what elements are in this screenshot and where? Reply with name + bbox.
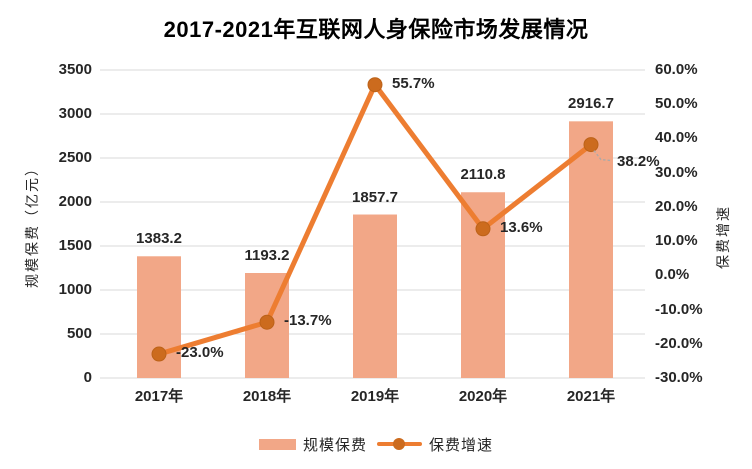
bar-value-label: 1857.7 bbox=[352, 188, 398, 206]
left-axis-tick: 3000 bbox=[58, 105, 92, 122]
right-axis-tick: -10.0% bbox=[655, 300, 703, 318]
line-marker-2020年 bbox=[475, 221, 491, 237]
line-value-label: -13.7% bbox=[284, 312, 332, 330]
legend: 规模保费 保费增速 bbox=[0, 431, 752, 457]
left-axis-tick: 1500 bbox=[58, 237, 92, 254]
bar-2020年 bbox=[461, 192, 505, 378]
line-marker-2021年 bbox=[583, 137, 599, 153]
bar-value-label: 1193.2 bbox=[244, 246, 290, 264]
right-axis-tick: 10.0% bbox=[655, 232, 698, 250]
line-marker-2017年 bbox=[151, 346, 167, 362]
bar-2021年 bbox=[569, 121, 613, 379]
left-axis-tick: 1000 bbox=[58, 281, 92, 298]
right-axis-tick: 30.0% bbox=[655, 163, 698, 181]
bar-value-label: 2916.7 bbox=[568, 95, 614, 113]
line-marker-2018年 bbox=[259, 314, 275, 330]
right-axis-tick: -30.0% bbox=[655, 369, 703, 386]
left-axis-tick: 0 bbox=[83, 369, 92, 386]
legend-item-line-series: 保费增速 bbox=[377, 434, 493, 455]
line-marker-2019年 bbox=[367, 77, 383, 93]
right-axis-tick: -20.0% bbox=[655, 334, 703, 352]
line-value-label: -23.0% bbox=[176, 344, 224, 362]
bar-value-label: 2110.8 bbox=[460, 166, 506, 184]
line-value-label: 13.6% bbox=[500, 218, 543, 236]
line-value-label: 55.7% bbox=[392, 74, 435, 92]
right-axis-tick: 40.0% bbox=[655, 129, 698, 147]
left-axis-tick: 500 bbox=[66, 325, 92, 342]
right-axis-tick: 60.0% bbox=[655, 61, 698, 78]
label-leader-line bbox=[593, 150, 613, 162]
bar-2019年 bbox=[353, 214, 397, 378]
legend-label-line: 保费增速 bbox=[429, 436, 494, 454]
chart-title: 2017-2021年互联网人身保险市场发展情况 bbox=[163, 17, 589, 42]
line-marker-swatch-icon bbox=[377, 437, 422, 451]
bar-value-label: 1383.2 bbox=[136, 230, 182, 248]
bar-swatch-icon bbox=[258, 438, 296, 450]
legend-item-bar-series: 规模保费 bbox=[258, 434, 367, 455]
left-axis-tick: 3500 bbox=[58, 61, 92, 78]
right-axis-tick: 50.0% bbox=[655, 95, 698, 113]
x-axis-label: 2018年 bbox=[242, 388, 292, 405]
x-axis-label: 2020年 bbox=[458, 388, 508, 405]
right-axis-title: 保费增速 bbox=[715, 205, 731, 269]
legend-label-bar: 规模保费 bbox=[302, 436, 367, 454]
x-axis-label: 2021年 bbox=[566, 388, 616, 405]
line-value-label: 38.2% bbox=[617, 152, 660, 170]
left-axis-tick: 2500 bbox=[58, 149, 92, 166]
left-axis-title: 规模保费（亿元） bbox=[24, 160, 40, 288]
x-axis-label: 2017年 bbox=[134, 388, 184, 405]
left-axis-tick: 2000 bbox=[58, 193, 92, 210]
x-axis-label: 2019年 bbox=[350, 388, 400, 405]
right-axis-tick: 20.0% bbox=[655, 197, 698, 215]
right-axis-tick: 0.0% bbox=[655, 266, 690, 284]
